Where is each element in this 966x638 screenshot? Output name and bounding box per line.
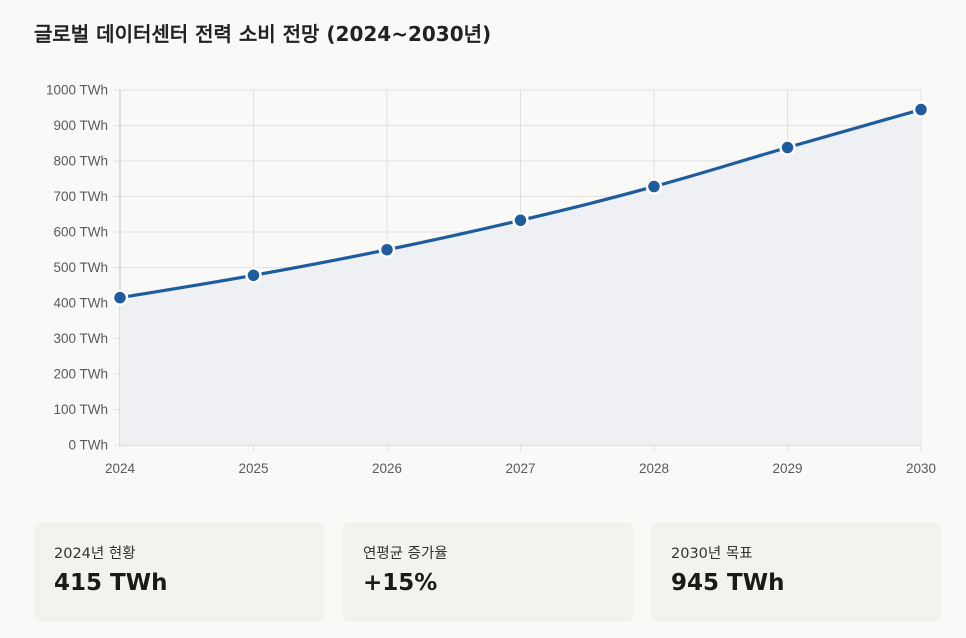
stat-card-target: 2030년 목표 945 TWh <box>651 522 941 622</box>
data-point <box>645 178 663 195</box>
data-point <box>245 267 262 284</box>
x-tick-label: 2030 <box>906 461 936 476</box>
stat-value: +15% <box>363 570 438 596</box>
x-tick-label: 2027 <box>505 461 535 476</box>
y-tick-label: 0 TWh <box>68 438 108 453</box>
data-point <box>912 101 930 118</box>
y-tick-label: 200 TWh <box>53 367 108 382</box>
x-tick-label: 2028 <box>639 461 669 476</box>
data-point <box>111 289 129 306</box>
stat-value: 945 TWh <box>671 570 785 596</box>
y-tick-label: 900 TWh <box>53 118 108 133</box>
stat-label: 연평균 증가율 <box>363 546 448 562</box>
y-tick-label: 700 TWh <box>53 189 108 204</box>
y-tick-label: 800 TWh <box>53 154 108 169</box>
data-point <box>779 139 796 156</box>
stat-label: 2030년 목표 <box>671 546 753 562</box>
data-point <box>512 212 529 229</box>
data-point <box>378 241 396 258</box>
stat-card-current: 2024년 현황 415 TWh <box>34 522 324 622</box>
x-tick-label: 2029 <box>772 461 802 476</box>
stat-card-growth-rate: 연평균 증가율 +15% <box>343 522 633 622</box>
x-tick-label: 2026 <box>372 461 402 476</box>
x-tick-label: 2024 <box>105 461 136 476</box>
y-tick-label: 600 TWh <box>53 225 108 240</box>
x-tick-label: 2025 <box>238 461 268 476</box>
point-layer <box>111 101 930 306</box>
stat-value: 415 TWh <box>54 570 168 596</box>
y-tick-label: 500 TWh <box>53 260 108 275</box>
series-area-fill <box>120 109 921 446</box>
y-tick-label: 100 TWh <box>53 402 108 417</box>
y-tick-label: 300 TWh <box>53 331 108 346</box>
chart-title: 글로벌 데이터센터 전력 소비 전망 (2024~2030년) <box>34 22 492 46</box>
y-tick-label: 400 TWh <box>53 296 108 311</box>
area-layer <box>120 109 921 446</box>
x-axis-labels: 2024 2025 2026 2027 2028 2029 2030 <box>105 461 936 476</box>
y-tick-label: 1000 TWh <box>46 83 108 98</box>
y-axis-labels: 0 TWh 100 TWh 200 TWh 300 TWh 400 TWh 500 TWh… <box>46 83 108 453</box>
stat-label: 2024년 현황 <box>54 546 136 562</box>
line-chart: 0 TWh 100 TWh 200 TWh 300 TWh 400 TWh 500 TWh… <box>46 83 936 477</box>
